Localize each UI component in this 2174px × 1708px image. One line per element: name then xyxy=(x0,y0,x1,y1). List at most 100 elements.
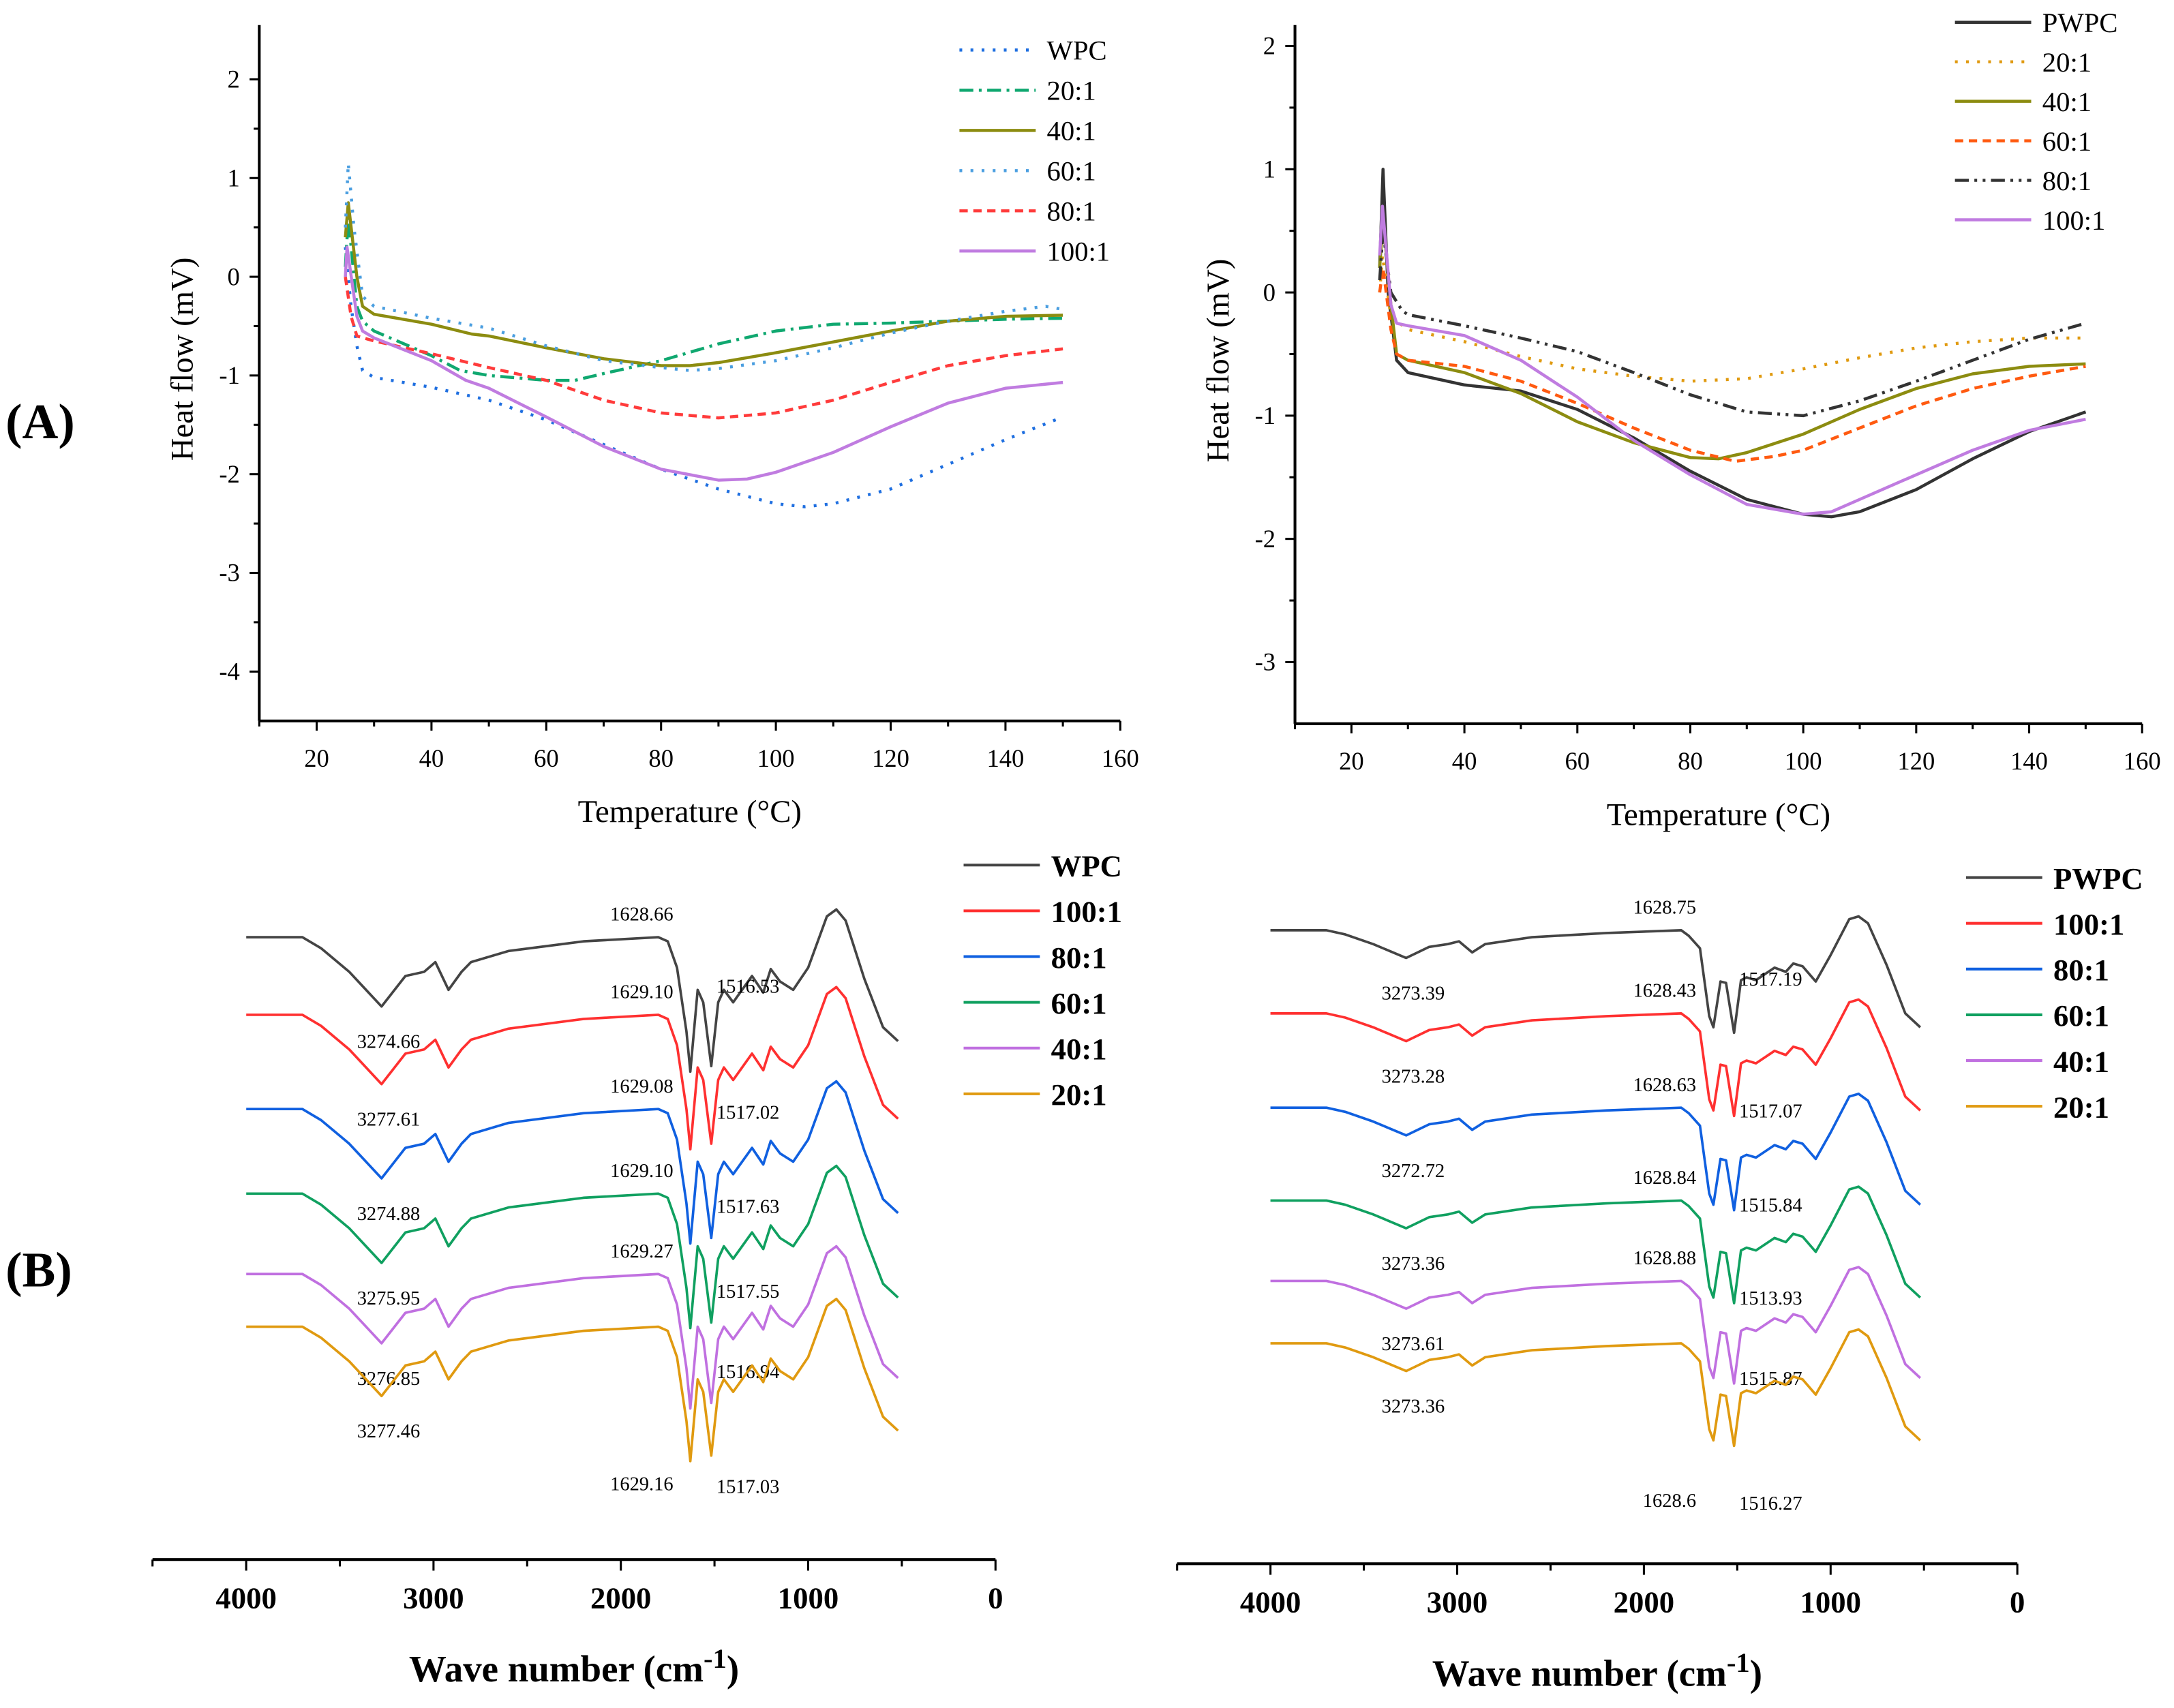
legend-label: 100:1 xyxy=(1051,895,1122,929)
legend-label: 80:1 xyxy=(1051,941,1107,975)
x-axis-label: Wave number (cm-1) xyxy=(1432,1647,1762,1694)
peak-label-amide-i: 1629.16 xyxy=(610,1474,674,1495)
peak-label-oh: 3277.46 xyxy=(357,1421,421,1442)
legend-label: 20:1 xyxy=(2042,47,2092,78)
legend-label: WPC xyxy=(1051,849,1122,883)
peak-label-oh: 3274.88 xyxy=(357,1204,421,1225)
x-tick-label: 80 xyxy=(1678,747,1703,775)
x-axis-label: Temperature (°C) xyxy=(1607,797,1830,832)
x-tick-label: 160 xyxy=(2124,747,2161,775)
peak-label-oh: 3273.39 xyxy=(1382,983,1445,1005)
legend-label: 40:1 xyxy=(1047,116,1096,147)
x-tick-label: 4000 xyxy=(215,1581,276,1615)
spectrum-WPC xyxy=(246,908,899,1073)
peak-label-amide-i: 1628.75 xyxy=(1633,897,1697,918)
x-tick-label: 3000 xyxy=(1427,1585,1488,1619)
x-tick-label: 60 xyxy=(534,744,559,772)
y-axis-label: Heat flow (mV) xyxy=(1201,259,1236,463)
series-line-100-1 xyxy=(344,245,1063,482)
x-tick-label: 100 xyxy=(1785,747,1822,775)
legend-label: 60:1 xyxy=(1047,156,1096,187)
y-tick-label: -1 xyxy=(1255,401,1275,429)
peak-label-oh: 3273.61 xyxy=(1382,1334,1445,1355)
dsc-chart-wpc: 20 40 60 80 100 120 140 160 2 1 0 -1 -2 -3 -4 Temperatu… xyxy=(165,25,1139,829)
spectrum-20-1 xyxy=(246,1298,899,1463)
legend-label: PWPC xyxy=(2053,861,2143,896)
ftir-chart-wpc: 4000 3000 2000 1000 0 Wave number (cm-1) 3274.… xyxy=(151,849,1122,1690)
series-line-100-1 xyxy=(1378,204,2086,516)
x-tick-label: 20 xyxy=(304,744,329,772)
peak-label-oh: 3273.36 xyxy=(1382,1397,1445,1418)
x-tick-label: 100 xyxy=(757,744,795,772)
peak-label-amide-ii: 1517.63 xyxy=(716,1197,780,1218)
series-line-60-1 xyxy=(344,162,1063,372)
x-tick-label: 3000 xyxy=(403,1581,464,1615)
y-tick-label: 0 xyxy=(228,262,240,290)
y-tick-label: -3 xyxy=(219,559,239,587)
legend-label: 40:1 xyxy=(2053,1044,2109,1078)
legend-label: 40:1 xyxy=(2042,87,2092,117)
y-tick-label: -1 xyxy=(219,361,239,389)
spectrum-100-1 xyxy=(1270,998,1922,1118)
legend-label: 60:1 xyxy=(2053,998,2109,1033)
peak-label-amide-ii: 1517.02 xyxy=(716,1102,780,1123)
peak-label-amide-i: 1628.66 xyxy=(610,904,674,926)
legend-label: 20:1 xyxy=(1047,76,1096,106)
x-tick-label: 0 xyxy=(2010,1585,2025,1619)
peak-label-oh: 3272.72 xyxy=(1382,1161,1445,1182)
spectrum-80-1 xyxy=(246,1080,899,1245)
peak-label-amide-ii: 1516.27 xyxy=(1739,1493,1802,1514)
x-tick-label: 20 xyxy=(1339,747,1364,775)
peak-label-amide-ii: 1517.07 xyxy=(1739,1101,1802,1122)
y-tick-label: 1 xyxy=(1263,155,1275,183)
peak-label-amide-i: 1629.10 xyxy=(610,982,674,1003)
series-line-60-1 xyxy=(1378,266,2086,463)
y-tick-label: 1 xyxy=(228,164,240,192)
panel-label-b: (B) xyxy=(5,1242,72,1298)
y-tick-label: -2 xyxy=(1255,525,1275,553)
peak-label-amide-ii: 1515.84 xyxy=(1739,1195,1802,1217)
y-tick-label: 2 xyxy=(228,65,240,93)
x-tick-label: 60 xyxy=(1565,747,1590,775)
series-line-40-1 xyxy=(344,201,1063,367)
legend-label: 80:1 xyxy=(2053,953,2109,987)
peak-label-amide-i: 1628.6 xyxy=(1643,1491,1696,1512)
peak-label-oh: 3274.66 xyxy=(357,1032,421,1053)
legend-label: 100:1 xyxy=(2053,907,2124,941)
peak-label-oh: 3275.95 xyxy=(357,1288,421,1309)
series-line-20-1 xyxy=(1378,254,2086,383)
y-axis-label: Heat flow (mV) xyxy=(165,258,200,461)
peak-label-amide-ii: 1517.55 xyxy=(716,1281,780,1302)
x-axis-label: Wave number (cm-1) xyxy=(409,1643,739,1690)
series-line-80-1 xyxy=(1378,229,2087,418)
peak-label-amide-i: 1629.10 xyxy=(610,1161,674,1182)
legend-label: 100:1 xyxy=(1047,237,1111,267)
x-tick-label: 40 xyxy=(419,744,444,772)
spectrum-60-1 xyxy=(246,1164,899,1330)
peak-label-amide-i: 1629.27 xyxy=(610,1241,674,1262)
x-tick-label: 80 xyxy=(648,744,674,772)
x-axis-label: Temperature (°C) xyxy=(578,794,802,829)
peak-label-oh: 3273.36 xyxy=(1382,1253,1445,1275)
y-tick-label: -3 xyxy=(1255,648,1275,676)
x-tick-label: 120 xyxy=(872,744,909,772)
series-line-20-1 xyxy=(344,216,1063,382)
spectrum-60-1 xyxy=(1270,1185,1922,1305)
legend-label: 80:1 xyxy=(1047,196,1096,227)
ftir-chart-pwpc: 4000 3000 2000 1000 0 Wave number (cm-1) 3273.… xyxy=(1176,861,2143,1694)
series-line-40-1 xyxy=(1378,217,2086,461)
x-tick-label: 140 xyxy=(2010,747,2048,775)
dsc-chart-pwpc: 20 40 60 80 100 120 140 160 2 1 0 -1 -2 -3 Temperature… xyxy=(1201,7,2161,832)
legend-label: 60:1 xyxy=(2042,126,2092,157)
spectrum-80-1 xyxy=(1270,1093,1922,1212)
series-line-PWPC xyxy=(1378,168,2087,519)
series-line-80-1 xyxy=(344,276,1063,420)
x-tick-label: 0 xyxy=(988,1581,1003,1615)
legend-label: 80:1 xyxy=(2042,166,2092,196)
peak-label-amide-ii: 1513.93 xyxy=(1739,1288,1802,1309)
x-tick-label: 1000 xyxy=(1800,1585,1861,1619)
peak-label-amide-ii: 1516.53 xyxy=(716,976,780,997)
spectrum-20-1 xyxy=(1270,1328,1922,1448)
peak-label-amide-i: 1628.43 xyxy=(1633,980,1697,1001)
